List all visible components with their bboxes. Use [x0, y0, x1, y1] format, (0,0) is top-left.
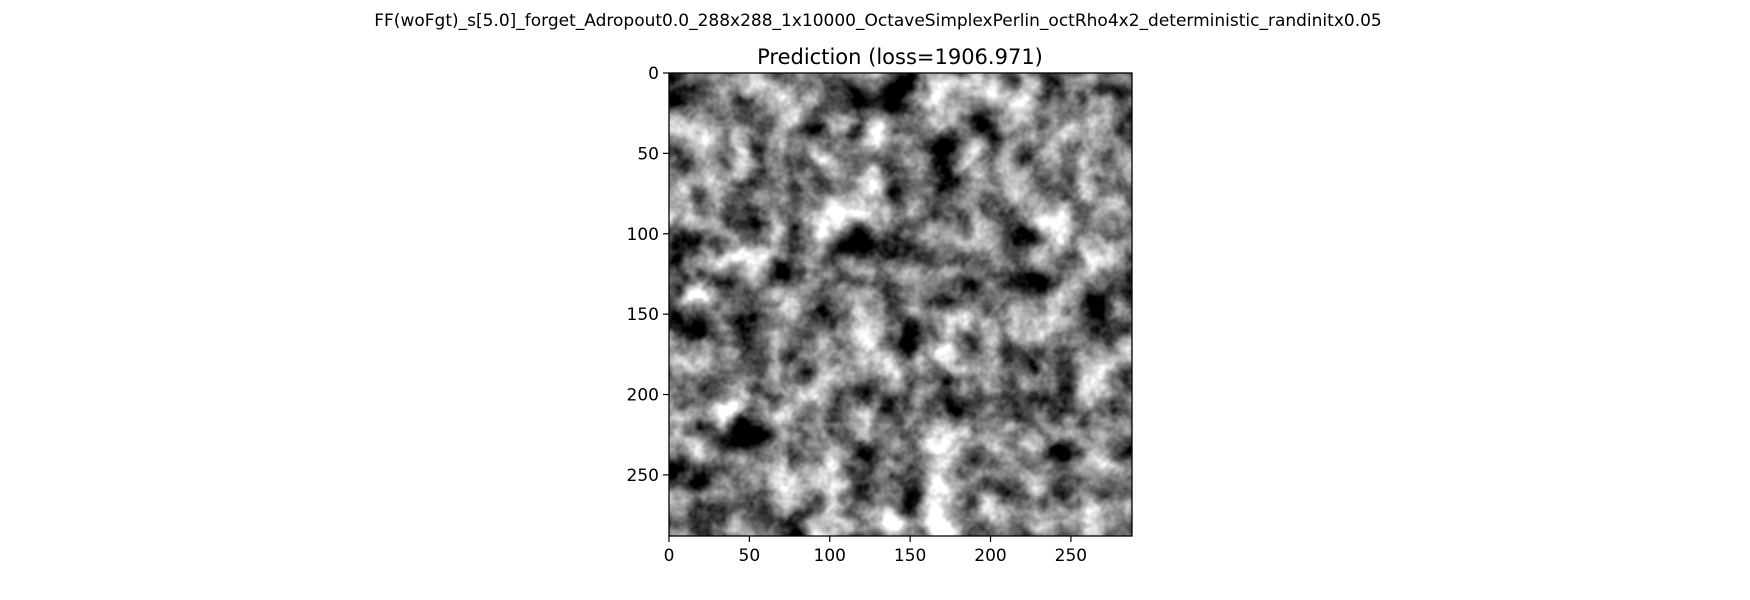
x-tick-label: 100 — [814, 546, 846, 566]
figure-suptitle: FF(woFgt)_s[5.0]_forget_Adropout0.0_288x… — [374, 11, 1381, 31]
y-tick-label: 0 — [648, 64, 659, 84]
y-tick-label: 150 — [627, 305, 659, 325]
x-axis: 0 50 100 150 200 250 — [664, 536, 1087, 566]
y-tick-label: 100 — [627, 225, 659, 245]
y-tick-label: 250 — [627, 466, 659, 486]
y-tick-label: 50 — [637, 144, 659, 164]
y-axis: 0 50 100 150 200 250 — [627, 64, 669, 486]
x-tick-label: 0 — [664, 546, 675, 566]
heatmap-image — [669, 73, 1132, 536]
chart-title: Prediction (loss=1906.971) — [757, 45, 1043, 69]
plot-area — [668, 72, 1133, 537]
axes-frame — [668, 72, 1133, 537]
y-tick-label: 200 — [627, 386, 659, 406]
x-tick-label: 250 — [1055, 546, 1087, 566]
x-tick-label: 200 — [974, 546, 1006, 566]
x-tick-label: 50 — [739, 546, 761, 566]
x-tick-label: 150 — [894, 546, 926, 566]
